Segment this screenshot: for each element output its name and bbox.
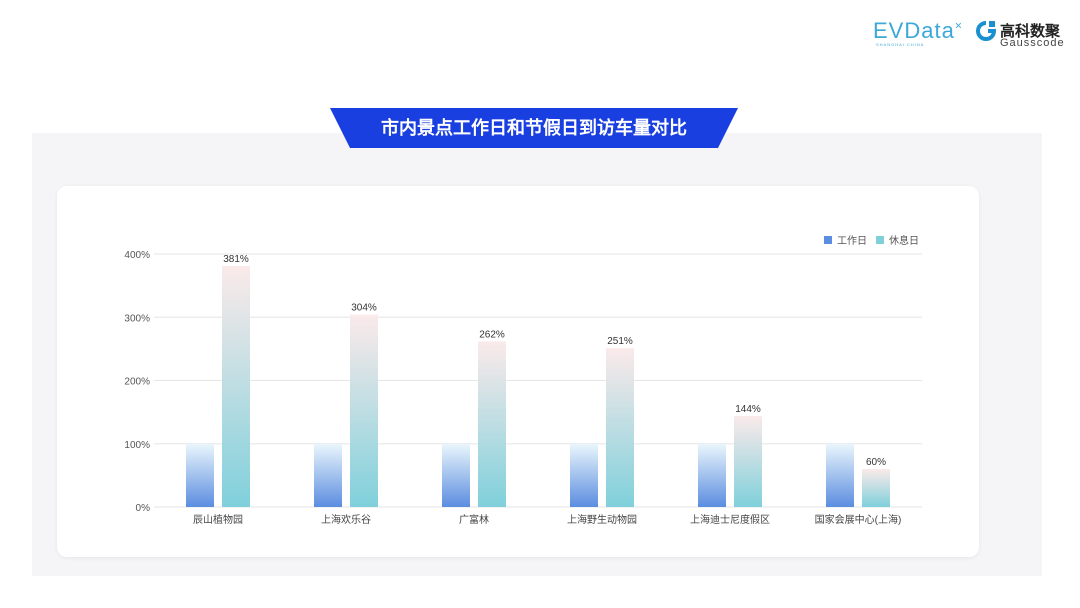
legend-label: 工作日 xyxy=(837,235,867,247)
bar-workday xyxy=(826,443,854,507)
data-label: 60% xyxy=(866,457,886,468)
legend-label: 休息日 xyxy=(889,234,919,247)
bar-workday xyxy=(442,443,470,507)
y-tick-label: 100% xyxy=(124,440,150,451)
data-label: 381% xyxy=(223,254,249,265)
bar-rest xyxy=(222,266,250,507)
page-title: 市内景点工作日和节假日到访车量对比 xyxy=(381,118,687,138)
bar-rest xyxy=(606,348,634,507)
y-tick-label: 400% xyxy=(124,250,150,261)
bar-workday xyxy=(314,443,342,507)
data-label: 262% xyxy=(479,329,505,340)
evdata-logo-text: EVData xyxy=(873,18,955,43)
y-tick-label: 200% xyxy=(124,377,150,388)
data-label: 144% xyxy=(735,404,761,415)
x-tick-label: 上海野生动物园 xyxy=(567,513,637,526)
bar-workday xyxy=(570,443,598,507)
x-tick-label: 上海迪士尼度假区 xyxy=(690,513,770,526)
bar-rest xyxy=(862,469,890,507)
bar-rest xyxy=(478,341,506,507)
legend-swatch xyxy=(876,236,884,244)
evdata-logo-sub: SHANGHAI CHINA xyxy=(876,42,925,47)
bar-workday xyxy=(698,443,726,507)
data-label: 304% xyxy=(351,303,377,314)
x-tick-label: 广富林 xyxy=(459,513,489,526)
bar-rest xyxy=(734,415,762,507)
x-tick-label: 辰山植物园 xyxy=(193,513,243,526)
bar-workday xyxy=(186,443,214,507)
legend-swatch xyxy=(824,236,832,244)
x-tick-label: 国家会展中心(上海) xyxy=(815,513,902,526)
y-tick-label: 0% xyxy=(136,503,151,514)
bar-rest xyxy=(350,314,378,507)
title-banner xyxy=(330,108,738,148)
y-tick-label: 300% xyxy=(124,313,150,324)
gausscode-logo-cn: 高科数聚 xyxy=(1000,23,1061,40)
gausscode-logo-icon xyxy=(976,21,997,41)
data-label: 251% xyxy=(607,336,633,347)
gausscode-logo-en: Gausscode xyxy=(1000,37,1065,49)
x-tick-label: 上海欢乐谷 xyxy=(321,513,371,526)
evdata-logo: EVData× xyxy=(873,18,963,43)
